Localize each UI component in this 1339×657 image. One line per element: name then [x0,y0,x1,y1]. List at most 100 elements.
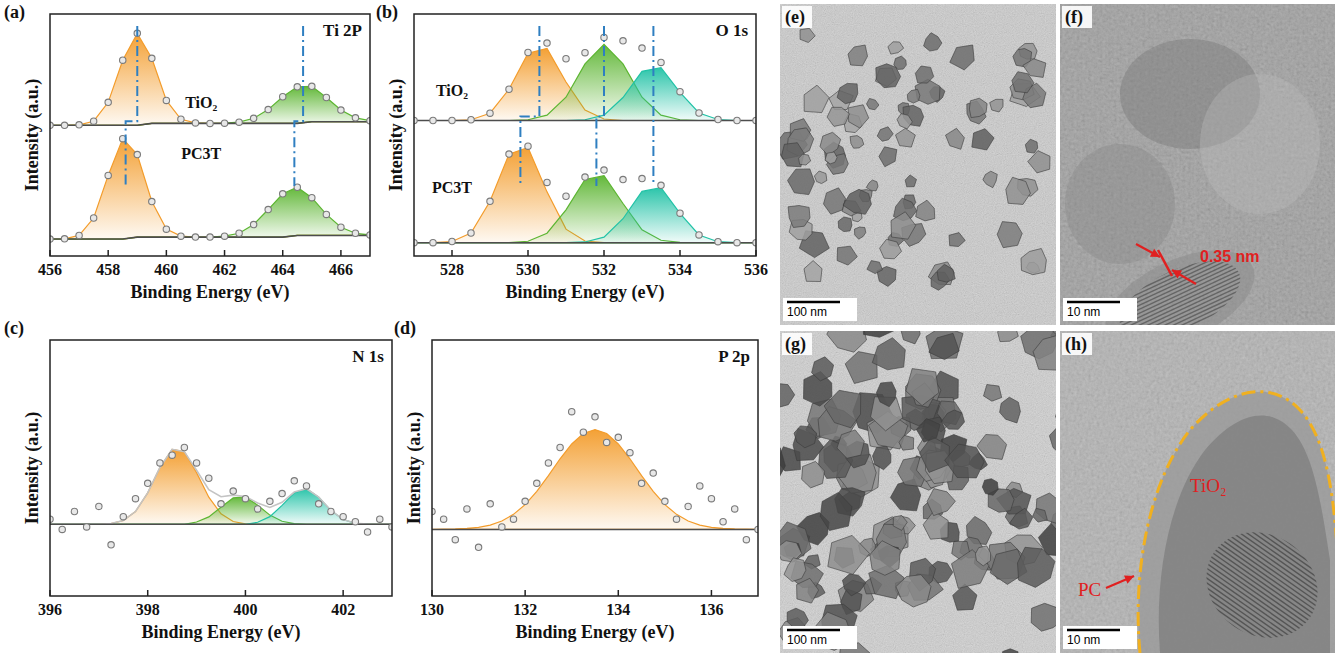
tem-image [780,4,1056,325]
fringe [1146,580,1307,653]
data-point [592,414,598,420]
data-point [510,516,516,522]
plot-area [50,26,370,242]
fit-component [50,187,370,239]
data-point [639,175,645,181]
particle [924,33,942,51]
fit-line [50,449,392,524]
data-point [207,120,213,126]
x-tick-label: 398 [136,601,160,618]
x-axis-title: Binding Energy (eV) [141,622,300,643]
fringe [1194,511,1335,623]
panel-letter: (a) [4,2,25,23]
fringe [1060,195,1247,284]
data-point [468,230,474,236]
particle [837,246,857,265]
fringe [1113,316,1303,325]
particle [1002,649,1019,653]
x-tick-label: 464 [271,261,295,278]
data-point [534,480,540,486]
data-point [294,84,300,90]
data-point [557,444,563,450]
particle [1006,177,1031,204]
particle [824,390,861,428]
particle [787,608,808,628]
image-texture [780,331,1056,653]
data-point [677,88,683,94]
tem-panel: TiO₂PC(h)10 nm [1060,331,1339,657]
peak-shift-line [126,26,138,186]
particle [842,574,866,596]
fringe [1174,540,1335,652]
fringe [1110,310,1300,325]
data-point [59,526,65,532]
panel-letter: (e) [785,7,805,28]
data-point [120,513,126,519]
scale-bar-label: 100 nm [787,305,827,319]
particle [837,83,858,103]
peak-shift-line [652,26,654,186]
data-point [475,544,481,550]
particle [838,217,852,232]
data-point [206,475,212,481]
fringe [1112,313,1302,325]
data-point [250,221,256,227]
data-point [207,234,213,240]
particle [915,66,933,83]
tem-panel: (g) 100 nm [727,265,1099,657]
particle [845,352,877,384]
data-point [193,460,199,466]
fit-line [432,529,758,531]
particle [848,105,869,128]
particle [820,492,852,530]
fringe [1178,534,1335,646]
particle [953,584,977,610]
scale-bar [787,301,840,304]
particle [1056,409,1057,424]
data-point [90,215,96,221]
particle [1010,508,1033,529]
fringe [1153,570,1314,653]
particle [848,45,868,66]
fringe [1139,589,1300,653]
x-tick-label: 536 [744,261,768,278]
data-point [236,230,242,236]
particle [788,206,810,228]
data-point [487,501,493,507]
data-point [715,116,721,122]
panel-letter: (g) [785,334,806,355]
data-point [291,478,297,484]
data-point [280,191,286,197]
particle [876,64,901,88]
data-point [61,236,67,242]
particle [891,212,916,239]
x-tick [711,590,713,596]
data-point [734,117,740,123]
letter-background [1062,6,1092,28]
y-axis-title: Intensity (a.u.) [22,412,43,525]
fringe [1181,530,1335,642]
data-point [178,116,184,122]
data-point [163,226,169,232]
data-point [615,434,621,440]
data-point [145,480,151,486]
fringe [1155,566,1316,653]
fringe [1171,544,1332,653]
fit-component [50,489,392,525]
panel-letter: (d) [394,318,416,339]
fringe [1167,550,1328,653]
particle [1033,334,1056,370]
particle [794,426,817,448]
particle [873,446,891,470]
data-point [192,120,198,126]
particle [1021,249,1046,275]
data-point [61,122,67,128]
xps-panel: 130132134136Binding Energy (eV)Intensity… [394,318,761,643]
x-tick-label: 130 [420,601,444,618]
particle [927,489,955,516]
arrow-shaft [1106,576,1134,588]
fringe [1137,593,1298,653]
data-point [743,536,749,542]
particle [870,541,900,576]
x-tick [603,250,605,256]
